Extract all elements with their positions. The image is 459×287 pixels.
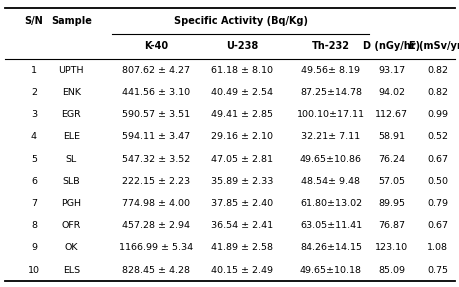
Text: 48.54± 9.48: 48.54± 9.48 <box>301 177 360 186</box>
Text: 0.82: 0.82 <box>426 88 447 97</box>
Text: 123.10: 123.10 <box>375 243 408 253</box>
Text: 594.11 ± 3.47: 594.11 ± 3.47 <box>122 132 190 141</box>
Text: 2: 2 <box>31 88 37 97</box>
Text: 0.82: 0.82 <box>426 66 447 75</box>
Text: OFR: OFR <box>62 221 81 230</box>
Text: 89.95: 89.95 <box>377 199 404 208</box>
Text: 61.18 ± 8.10: 61.18 ± 8.10 <box>210 66 272 75</box>
Text: OK: OK <box>64 243 78 253</box>
Text: 29.16 ± 2.10: 29.16 ± 2.10 <box>210 132 272 141</box>
Text: 3: 3 <box>31 110 37 119</box>
Text: 7: 7 <box>31 199 37 208</box>
Text: 100.10±17.11: 100.10±17.11 <box>297 110 364 119</box>
Text: 41.89 ± 2.58: 41.89 ± 2.58 <box>210 243 272 253</box>
Text: 112.67: 112.67 <box>375 110 407 119</box>
Text: Sample: Sample <box>50 16 91 26</box>
Text: 37.85 ± 2.40: 37.85 ± 2.40 <box>210 199 272 208</box>
Text: 0.50: 0.50 <box>426 177 447 186</box>
Text: 93.17: 93.17 <box>377 66 404 75</box>
Text: 76.24: 76.24 <box>377 155 404 164</box>
Text: 5: 5 <box>31 155 37 164</box>
Text: ELS: ELS <box>62 266 79 275</box>
Text: 774.98 ± 4.00: 774.98 ± 4.00 <box>122 199 190 208</box>
Text: 40.49 ± 2.54: 40.49 ± 2.54 <box>210 88 272 97</box>
Text: ELE: ELE <box>62 132 79 141</box>
Text: 6: 6 <box>31 177 37 186</box>
Text: PGH: PGH <box>61 199 81 208</box>
Text: ENK: ENK <box>62 88 81 97</box>
Text: 9: 9 <box>31 243 37 253</box>
Text: UPTH: UPTH <box>58 66 84 75</box>
Text: 49.41 ± 2.85: 49.41 ± 2.85 <box>210 110 272 119</box>
Text: 222.15 ± 2.23: 222.15 ± 2.23 <box>122 177 190 186</box>
Text: 1.08: 1.08 <box>426 243 447 253</box>
Text: D (nGy/hr): D (nGy/hr) <box>362 41 420 51</box>
Text: 10: 10 <box>28 266 40 275</box>
Text: 94.02: 94.02 <box>377 88 404 97</box>
Text: 457.28 ± 2.94: 457.28 ± 2.94 <box>122 221 190 230</box>
Text: EGR: EGR <box>61 110 81 119</box>
Text: 441.56 ± 3.10: 441.56 ± 3.10 <box>122 88 190 97</box>
Text: 58.91: 58.91 <box>377 132 404 141</box>
Text: 85.09: 85.09 <box>377 266 404 275</box>
Text: 61.80±13.02: 61.80±13.02 <box>299 199 361 208</box>
Text: 4: 4 <box>31 132 37 141</box>
Text: 0.75: 0.75 <box>426 266 447 275</box>
Text: 87.25±14.78: 87.25±14.78 <box>299 88 361 97</box>
Text: 35.89 ± 2.33: 35.89 ± 2.33 <box>210 177 272 186</box>
Text: 8: 8 <box>31 221 37 230</box>
Text: 590.57 ± 3.51: 590.57 ± 3.51 <box>122 110 190 119</box>
Text: 32.21± 7.11: 32.21± 7.11 <box>301 132 360 141</box>
Text: E (mSv/yr): E (mSv/yr) <box>408 41 459 51</box>
Text: U-238: U-238 <box>225 41 257 51</box>
Text: 40.15 ± 2.49: 40.15 ± 2.49 <box>210 266 272 275</box>
Text: 36.54 ± 2.41: 36.54 ± 2.41 <box>210 221 272 230</box>
Text: SL: SL <box>66 155 77 164</box>
Text: 84.26±14.15: 84.26±14.15 <box>299 243 361 253</box>
Text: 76.87: 76.87 <box>377 221 404 230</box>
Text: 1: 1 <box>31 66 37 75</box>
Text: 57.05: 57.05 <box>377 177 404 186</box>
Text: 49.65±10.18: 49.65±10.18 <box>299 266 361 275</box>
Text: 0.67: 0.67 <box>426 221 447 230</box>
Text: 49.56± 8.19: 49.56± 8.19 <box>301 66 360 75</box>
Text: S/N: S/N <box>25 16 43 26</box>
Text: 0.52: 0.52 <box>426 132 447 141</box>
Text: 0.67: 0.67 <box>426 155 447 164</box>
Text: Th-232: Th-232 <box>311 41 349 51</box>
Text: Specific Activity (Bq/Kg): Specific Activity (Bq/Kg) <box>174 16 307 26</box>
Text: 828.45 ± 4.28: 828.45 ± 4.28 <box>122 266 190 275</box>
Text: SLB: SLB <box>62 177 80 186</box>
Text: 47.05 ± 2.81: 47.05 ± 2.81 <box>210 155 272 164</box>
Text: 547.32 ± 3.52: 547.32 ± 3.52 <box>122 155 190 164</box>
Text: 1166.99 ± 5.34: 1166.99 ± 5.34 <box>119 243 193 253</box>
Text: 0.99: 0.99 <box>426 110 447 119</box>
Text: 63.05±11.41: 63.05±11.41 <box>299 221 361 230</box>
Text: 807.62 ± 4.27: 807.62 ± 4.27 <box>122 66 190 75</box>
Text: 49.65±10.86: 49.65±10.86 <box>299 155 361 164</box>
Text: K-40: K-40 <box>144 41 168 51</box>
Text: 0.79: 0.79 <box>426 199 447 208</box>
